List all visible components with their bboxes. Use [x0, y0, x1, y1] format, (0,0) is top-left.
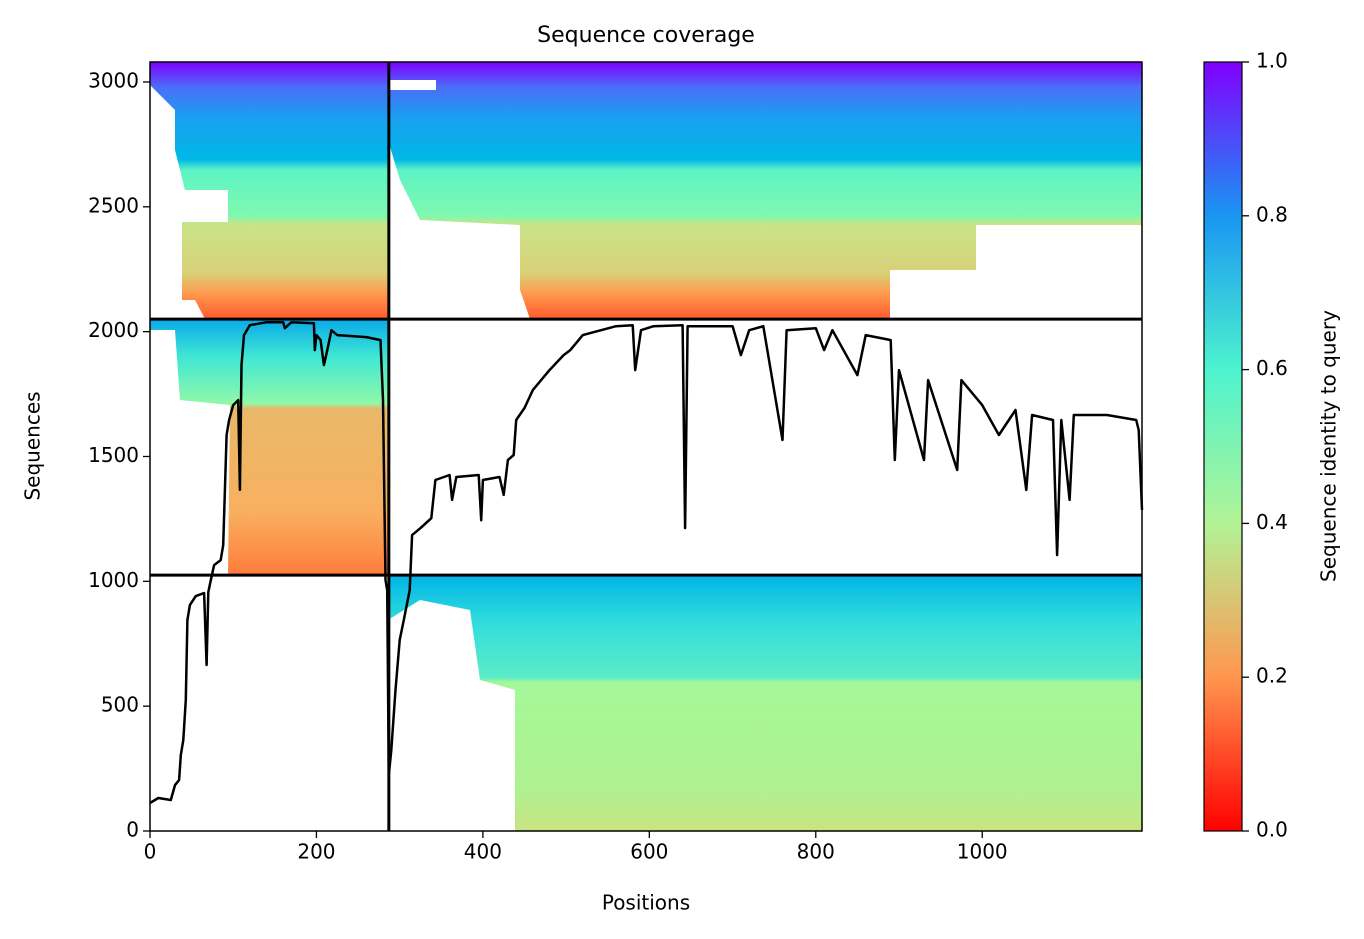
y-tick-label: 500 — [101, 693, 139, 717]
x-axis-label: Positions — [602, 891, 690, 915]
colorbar-tick-label: 0.6 — [1256, 356, 1288, 380]
x-tick-label: 1000 — [957, 840, 1008, 864]
colorbar-tick-label: 0.0 — [1256, 818, 1288, 842]
colorbar-tick-label: 0.8 — [1256, 202, 1288, 226]
x-tick-label: 400 — [464, 840, 502, 864]
chart-title: Sequence coverage — [537, 23, 755, 48]
x-tick-label: 800 — [797, 840, 835, 864]
y-tick-label: 1000 — [88, 568, 139, 592]
colorbar-tick-label: 1.0 — [1256, 49, 1288, 73]
x-tick-label: 0 — [144, 840, 157, 864]
y-tick-label: 1500 — [88, 443, 139, 467]
coverage-line — [149, 320, 1144, 805]
plot-frame — [149, 61, 1143, 832]
colorbar — [1203, 61, 1243, 832]
y-tick-label: 2500 — [88, 193, 139, 217]
y-tick-label: 2000 — [88, 318, 139, 342]
colorbar-tick-label: 0.4 — [1256, 510, 1288, 534]
y-tick-label: 3000 — [88, 68, 139, 92]
y-tick-label: 0 — [126, 818, 139, 842]
colorbar-tick-label: 0.2 — [1256, 664, 1288, 688]
y-axis-label: Sequences — [21, 391, 45, 500]
colorbar-label: Sequence identity to query — [1317, 310, 1341, 582]
x-tick-label: 600 — [630, 840, 668, 864]
x-tick-label: 200 — [297, 840, 335, 864]
coverage-heatmap — [150, 62, 1142, 831]
